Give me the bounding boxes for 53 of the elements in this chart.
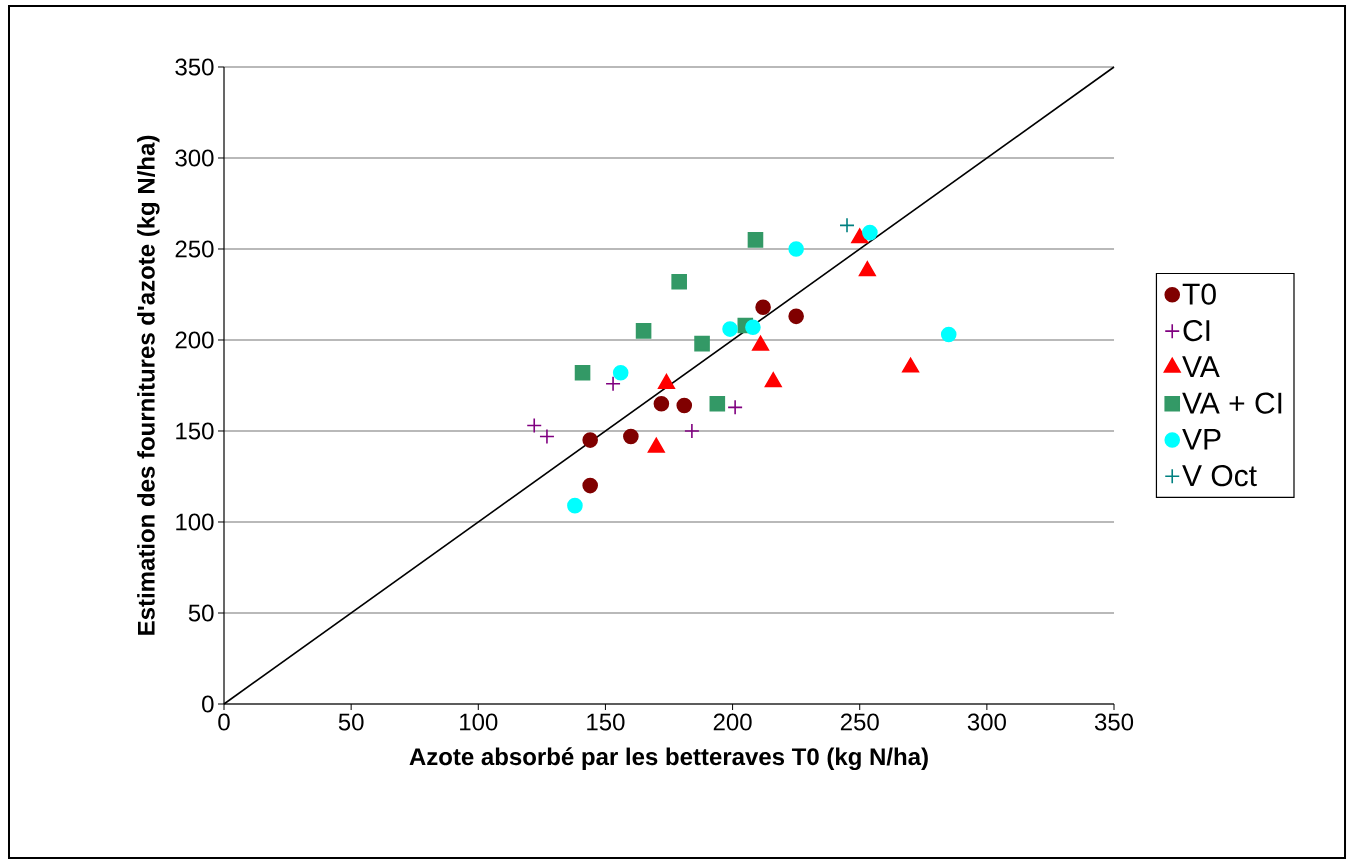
legend-label: VA (1182, 356, 1220, 378)
point (684, 423, 700, 439)
y-tick-label: 250 (175, 240, 214, 258)
y-tick-label: 350 (175, 58, 214, 76)
point (788, 308, 804, 325)
point (747, 232, 764, 248)
point (582, 477, 598, 494)
point (709, 395, 726, 412)
point (582, 432, 598, 448)
legend-label: VP (1182, 428, 1221, 450)
legend-label: VA + CI (1182, 392, 1282, 414)
y-axis-title: Estimation des fournitures d'azote (kg N/ha) (137, 135, 160, 635)
point (526, 417, 543, 434)
point (623, 428, 639, 445)
point (764, 372, 782, 388)
legend-label: CI (1183, 319, 1210, 342)
point (745, 319, 761, 336)
x-axis-title: Azote absorbé par les betteraves T0 (kg N/ha) (409, 747, 928, 771)
x-tick-label: 200 (713, 713, 752, 731)
point (858, 261, 876, 277)
point (574, 364, 591, 381)
x-tick-label: 100 (460, 713, 498, 731)
y-tick-label: 100 (176, 513, 214, 531)
x-tick-label: 50 (338, 713, 364, 731)
point (676, 397, 693, 414)
point (653, 395, 670, 412)
point (671, 273, 687, 290)
x-tick-label: 250 (840, 713, 879, 731)
y-tick-label: 150 (176, 422, 214, 440)
x-tick-label: 350 (1094, 713, 1134, 731)
point (755, 299, 771, 316)
point (694, 335, 710, 352)
y-tick-label: 200 (175, 331, 214, 349)
y-tick-label: 0 (202, 695, 214, 713)
x-tick-label: 150 (587, 713, 625, 731)
point (605, 375, 621, 392)
point (839, 217, 855, 234)
x-tick-label: 0 (218, 713, 230, 731)
point (539, 428, 555, 445)
point (567, 497, 583, 514)
point (851, 228, 869, 244)
point (862, 224, 878, 241)
point (722, 321, 738, 337)
y-tick-label: 50 (188, 604, 214, 622)
point (612, 364, 629, 381)
x-tick-label: 300 (967, 713, 1006, 731)
point (940, 326, 957, 343)
legend-label: V Oct (1182, 465, 1257, 487)
legend-label: T0 (1182, 283, 1216, 305)
point (727, 399, 743, 416)
point (788, 241, 804, 257)
y-tick-label: 300 (175, 149, 214, 167)
point (635, 323, 652, 339)
